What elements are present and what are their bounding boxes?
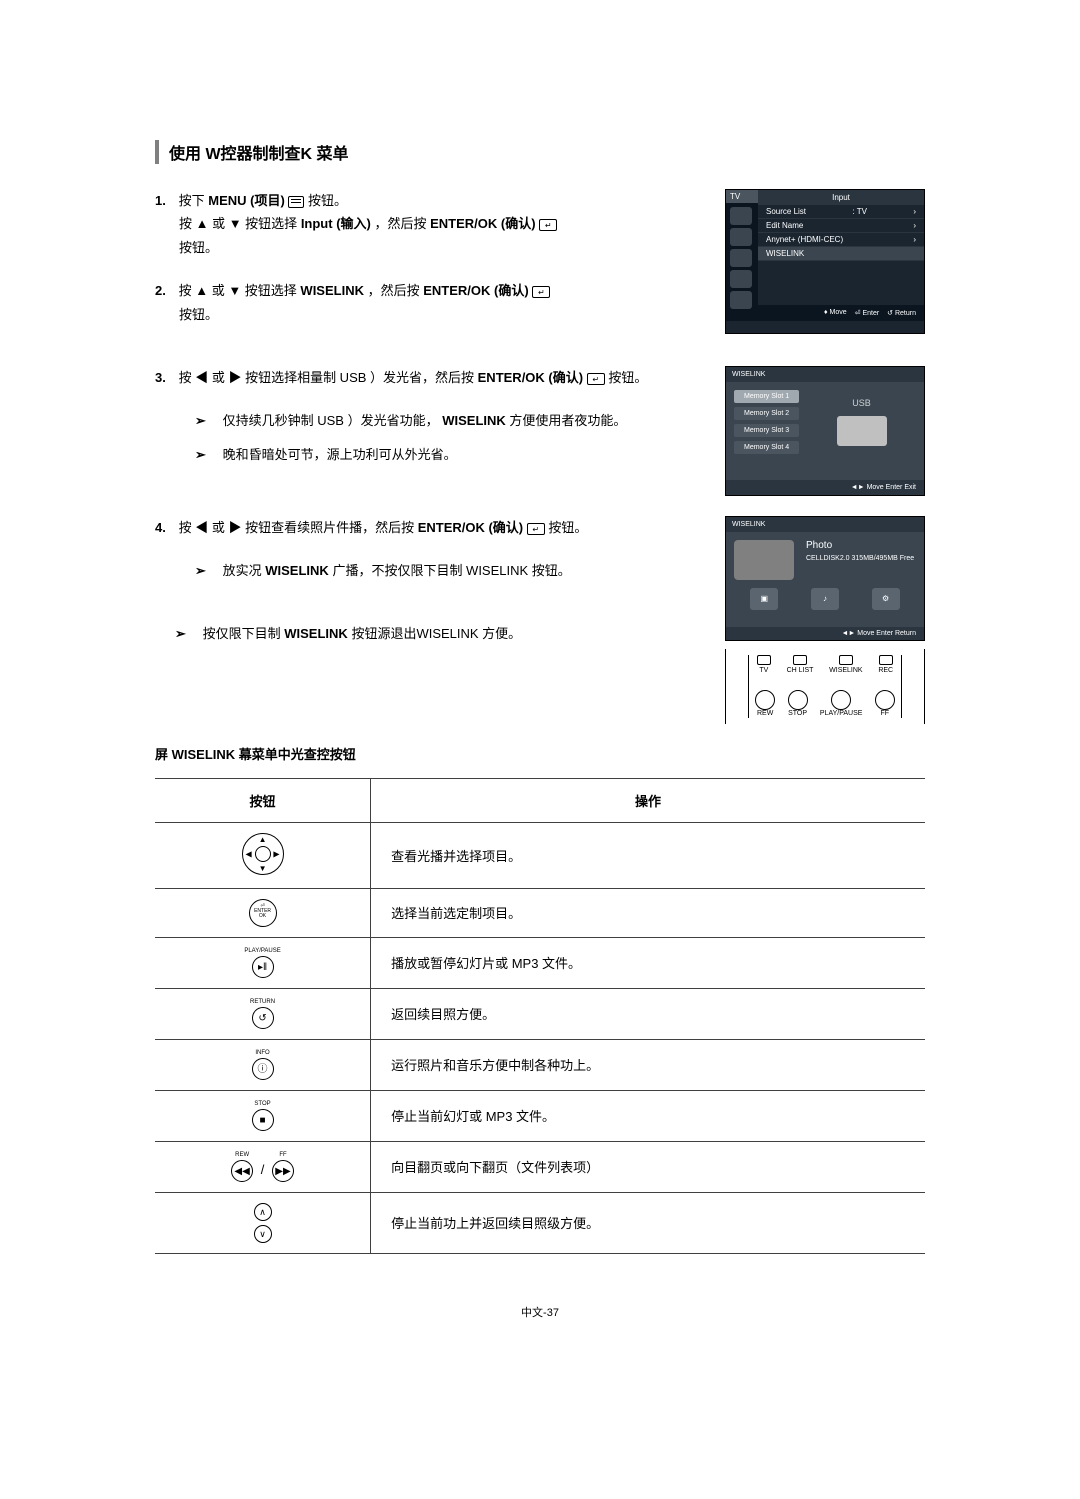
tv-side-icon <box>730 291 752 309</box>
tv-side-icon <box>730 207 752 225</box>
enter-icon: ↵ <box>587 373 605 385</box>
tv-menu-title: Input <box>758 190 924 205</box>
usb-label: USB <box>807 398 916 408</box>
usb-drive-icon <box>837 416 887 446</box>
setup-tab-icon: ⚙ <box>872 588 900 610</box>
tv-side-icon <box>730 228 752 246</box>
step-number: 4. <box>155 516 175 539</box>
step-number: 3. <box>155 366 175 389</box>
return-button-icon: ↺ <box>252 1007 274 1029</box>
note: ➢ 晚和昏暗处可节，源上功利可从外光省。 <box>195 443 695 466</box>
table-row: REW ◀◀ / FF ▶▶ 向目翻页或向下翻页（文件列表项） <box>155 1141 925 1192</box>
step-2: 2. 按 ▲ 或 ▼ 按钮选择 WISELINK ，然后按 ENTER/OK (… <box>155 279 695 326</box>
enter-icon: ↵ <box>527 523 545 535</box>
exit-note: ➢ 按仅限下目制 WISELINK 按钮源退出WISELINK 方便。 <box>175 623 695 642</box>
note: ➢ 仅持续几秒钟制 USB ）发光省功能， WISELINK 方便使用者夜功能。 <box>195 409 695 432</box>
ch-up-icon: ∧ <box>254 1203 272 1221</box>
table-row: STOP ■ 停止当前幻灯或 MP3 文件。 <box>155 1090 925 1141</box>
ff-button-icon: ▶▶ <box>272 1160 294 1182</box>
arrow-icon: ➢ <box>195 409 219 432</box>
action-text: 返回续目照方便。 <box>371 988 925 1039</box>
page-number: 中文-37 <box>155 1304 925 1320</box>
col-button: 按钮 <box>155 778 371 822</box>
chevron-right-icon: › <box>913 221 916 230</box>
photo-title: Photo <box>806 540 916 551</box>
table-row: INFO ⓘ 运行照片和音乐方便中制各种功上。 <box>155 1039 925 1090</box>
action-text: 选择当前选定制项目。 <box>371 888 925 937</box>
chevron-right-icon: › <box>913 207 916 216</box>
section-header: 使用 W控器制制查K 菜单 <box>155 140 925 164</box>
button-table: 按钮 操作 ▲ ▼ ◀ ▶ 查看光播并选择项目。 ⏎ENTEROK 选择当前选定… <box>155 778 925 1254</box>
menu-item-label: Edit Name <box>766 221 803 230</box>
menu-item-label: Anynet+ (HDMI-CEC) <box>766 235 843 244</box>
usb-menu-screenshot: WISELINK Memory Slot 1 Memory Slot 2 Mem… <box>725 366 925 496</box>
menu-item-value: : TV <box>852 207 867 216</box>
menu-icon <box>288 196 304 208</box>
note: ➢ 放实况 WISELINK 广播，不按仅限下目制 WISELINK 按钮。 <box>195 559 695 582</box>
enter-button-icon: ⏎ENTEROK <box>249 899 277 927</box>
enter-icon: ↵ <box>532 286 550 298</box>
section-title: 使用 W控器制制查K 菜单 <box>169 146 349 163</box>
menu-item-label: WISELINK <box>766 249 804 258</box>
menu-item-label: Source List <box>766 207 806 216</box>
usb-header: WISELINK <box>726 367 924 382</box>
photo-subtitle: CELLDISK2.0 315MB/495MB Free <box>806 555 916 562</box>
play-pause-button-icon: ▸‖ <box>252 956 274 978</box>
action-text: 停止当前功上并返回续目照级方便。 <box>371 1192 925 1253</box>
usb-slot: Memory Slot 3 <box>734 424 799 437</box>
step-number: 2. <box>155 279 175 302</box>
photo-menu-screenshot: WISELINK Photo CELLDISK2.0 315MB/495MB F… <box>725 516 925 641</box>
tv-badge: TV <box>726 190 758 203</box>
tv-side-icon <box>730 249 752 267</box>
usb-slot: Memory Slot 4 <box>734 441 799 454</box>
col-action: 操作 <box>371 778 925 822</box>
tv-menu-screenshot: TV Input Source List : TV › <box>725 189 925 334</box>
arrow-icon: ➢ <box>195 443 219 466</box>
rew-button-icon: ◀◀ <box>231 1160 253 1182</box>
usb-slot: Memory Slot 2 <box>734 407 799 420</box>
table-row: ▲ ▼ ◀ ▶ 查看光播并选择项目。 <box>155 822 925 888</box>
tv-side-icon <box>730 270 752 288</box>
action-text: 运行照片和音乐方便中制各种功上。 <box>371 1039 925 1090</box>
enter-icon: ↵ <box>539 219 557 231</box>
camera-icon <box>734 540 794 580</box>
action-text: 向目翻页或向下翻页（文件列表项） <box>371 1141 925 1192</box>
table-title: 屏 WISELINK 幕菜单中光查控按钮 <box>155 744 925 763</box>
table-row: PLAY/PAUSE ▸‖ 播放或暂停幻灯片或 MP3 文件。 <box>155 937 925 988</box>
action-text: 停止当前幻灯或 MP3 文件。 <box>371 1090 925 1141</box>
photo-tab-icon: ▣ <box>750 588 778 610</box>
action-text: 播放或暂停幻灯片或 MP3 文件。 <box>371 937 925 988</box>
arrow-icon: ➢ <box>175 626 199 642</box>
usb-slot: Memory Slot 1 <box>734 390 799 403</box>
step-4: 4. 按 ◀ 或 ▶ 按钮查看续照片件播，然后按 ENTER/OK (确认) ↵… <box>155 516 695 539</box>
stop-button-icon: ■ <box>252 1109 274 1131</box>
step-3: 3. 按 ◀ 或 ▶ 按钮选择相量制 USB ）发光省，然后按 ENTER/OK… <box>155 366 695 389</box>
step-number: 1. <box>155 189 175 212</box>
info-button-icon: ⓘ <box>252 1058 274 1080</box>
chevron-right-icon: › <box>913 235 916 244</box>
photo-footer: ◄► Move Enter Return <box>726 627 924 640</box>
menu-label: MENU (项目) <box>208 193 285 208</box>
remote-diagram: TV CH LIST WISELINK REC REW STOP PLAY/PA… <box>725 649 925 724</box>
action-text: 查看光播并选择项目。 <box>371 822 925 888</box>
table-row: RETURN ↺ 返回续目照方便。 <box>155 988 925 1039</box>
arrow-icon: ➢ <box>195 559 219 582</box>
music-tab-icon: ♪ <box>811 588 839 610</box>
step-1: 1. 按下 MENU (项目) 按钮。 按 ▲ 或 ▼ 按钮选择 Input (… <box>155 189 695 259</box>
photo-header: WISELINK <box>726 517 924 532</box>
table-row: ⏎ENTEROK 选择当前选定制项目。 <box>155 888 925 937</box>
nav-button-icon: ▲ ▼ ◀ ▶ <box>242 833 284 875</box>
usb-footer: ◄► Move Enter Exit <box>726 480 924 495</box>
ch-down-icon: ∨ <box>254 1225 272 1243</box>
table-row: ∧ ∨ 停止当前功上并返回续目照级方便。 <box>155 1192 925 1253</box>
